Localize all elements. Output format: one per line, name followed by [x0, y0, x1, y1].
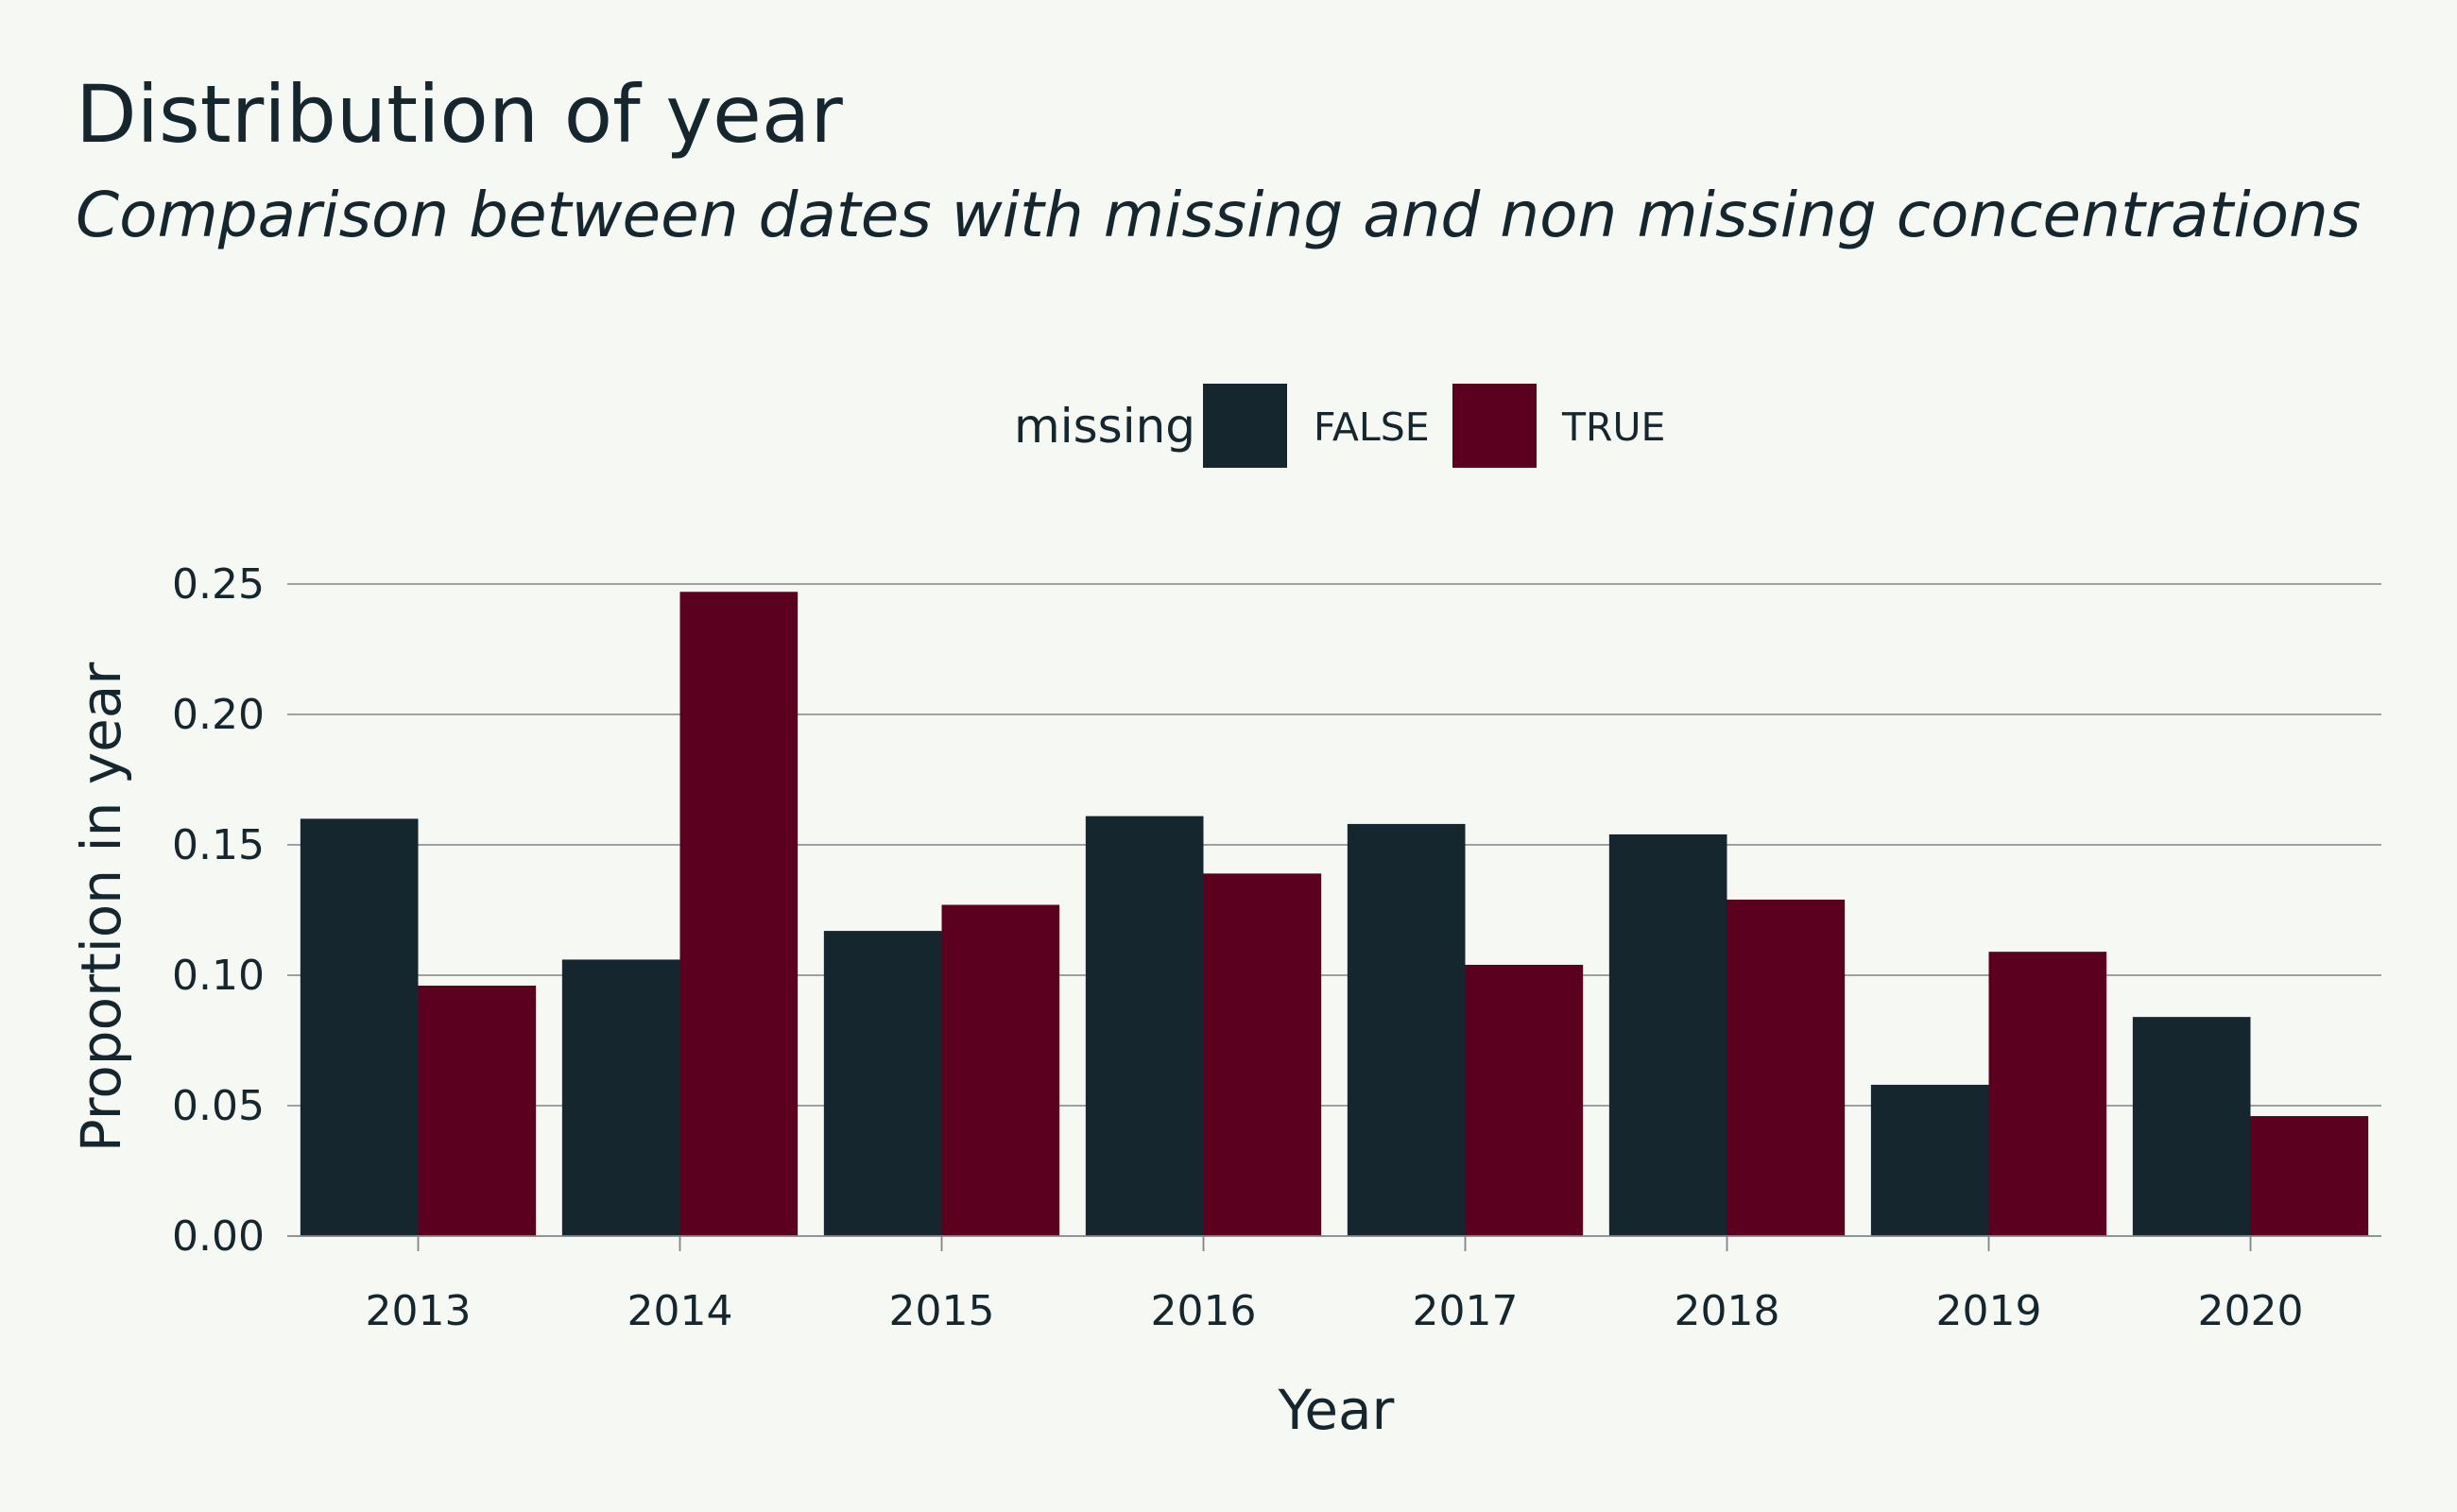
bar-2013-false	[300, 818, 419, 1236]
y-tick-label: 0.25	[172, 560, 265, 609]
bar-2014-true	[679, 592, 799, 1236]
bar-2015-false	[823, 931, 942, 1236]
chart-subtitle: Comparison between dates with missing an…	[76, 179, 2361, 251]
y-tick-label: 0.10	[172, 952, 265, 1000]
x-tick-label: 2020	[2198, 1287, 2304, 1335]
bar-2017-true	[1465, 964, 1584, 1236]
bar-2013-true	[418, 986, 537, 1236]
bar-2019-true	[1988, 952, 2107, 1236]
legend-title: missing	[1014, 399, 1195, 454]
legend-label-true: TRUE	[1561, 404, 1665, 450]
bars	[300, 592, 2369, 1236]
legend: missing FALSE TRUE	[1014, 384, 1665, 468]
legend-swatch-false	[1203, 384, 1287, 468]
bar-2014-false	[561, 959, 680, 1236]
x-tick-label: 2013	[366, 1287, 472, 1335]
chart-title: Distribution of year	[76, 68, 843, 161]
y-tick-label: 0.15	[172, 821, 265, 869]
x-tick-label: 2015	[889, 1287, 995, 1335]
y-tick-label: 0.05	[172, 1082, 265, 1130]
legend-label-false: FALSE	[1314, 404, 1430, 450]
y-tick-label: 0.00	[172, 1212, 265, 1261]
bar-2016-false	[1085, 816, 1204, 1236]
x-tick-label: 2018	[1675, 1287, 1780, 1335]
x-tick-label: 2014	[627, 1287, 733, 1335]
bar-2018-false	[1608, 833, 1727, 1236]
bar-2018-true	[1727, 899, 1846, 1236]
axes: 0.00 0.05 0.10 0.15 0.20 0.25 2013 2014 2015 2016…	[172, 560, 2381, 1335]
bar-2020-false	[2132, 1017, 2251, 1236]
y-axis-title: Proportion in year	[69, 662, 133, 1153]
legend-swatch-true	[1452, 384, 1537, 468]
bar-2020-true	[2250, 1116, 2369, 1236]
x-axis-title: Year	[1278, 1378, 1395, 1442]
bar-2015-true	[941, 904, 1060, 1236]
x-tick-label: 2016	[1151, 1287, 1257, 1335]
x-tick-label: 2017	[1413, 1287, 1519, 1335]
bar-2017-false	[1347, 823, 1466, 1236]
bar-2016-true	[1203, 873, 1322, 1236]
bar-2019-false	[1870, 1084, 1989, 1236]
y-tick-label: 0.20	[172, 691, 265, 739]
x-tick-label: 2019	[1936, 1287, 2042, 1335]
